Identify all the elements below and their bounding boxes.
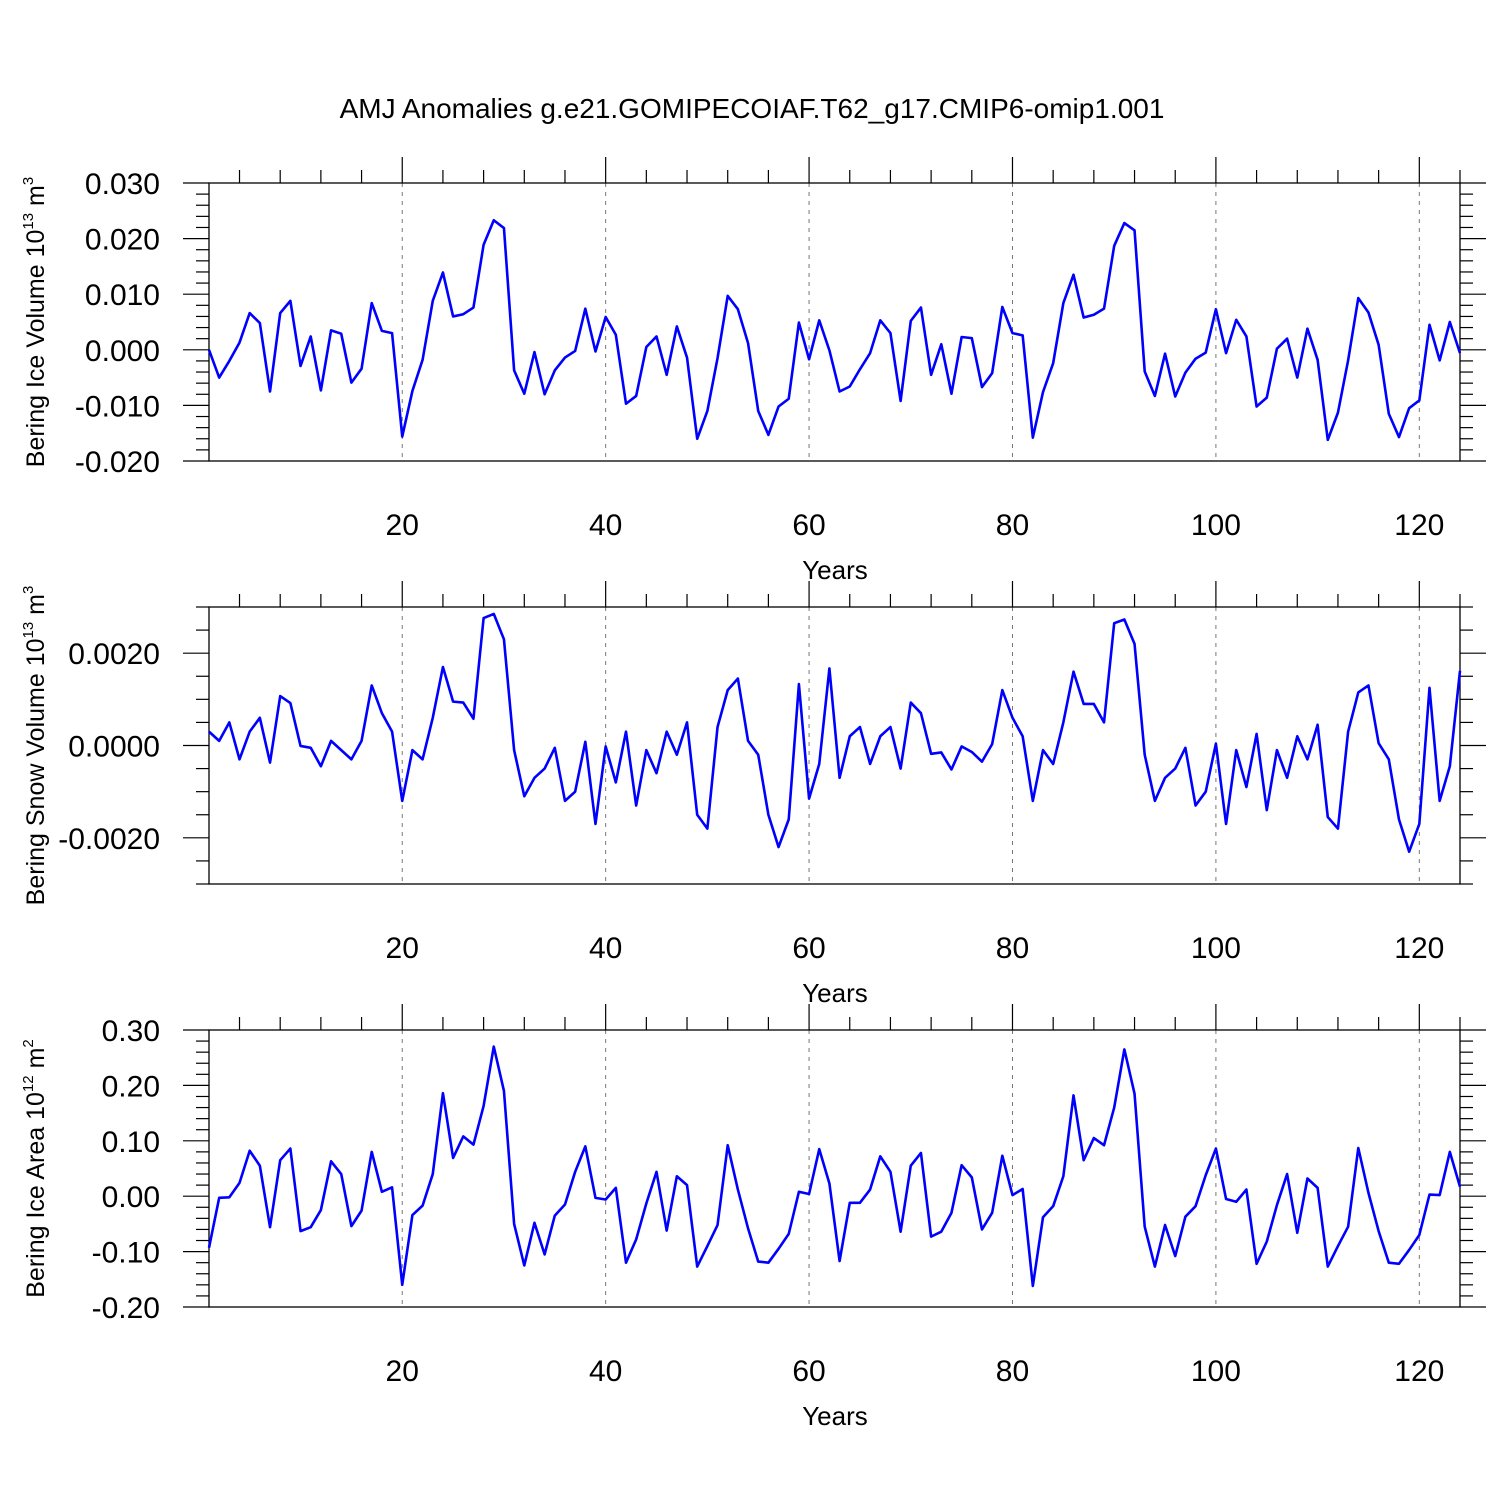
x-tick-label: 60 <box>792 932 825 965</box>
x-tick-label: 60 <box>792 1355 825 1388</box>
x-tick-label: 20 <box>386 509 419 542</box>
series-line <box>208 612 1462 853</box>
plot-frame <box>208 606 1461 885</box>
panel-3: 20 40 60 80 100 120 Years -0.20 -0.10 0.00 0.10 0.2… <box>20 1004 1486 1431</box>
x-tick-label: 40 <box>589 509 622 542</box>
panel-1: 20 40 60 80 100 120 Years -0.020 -0.010 0.000 0.01… <box>20 157 1486 585</box>
y-tick-label: 0.0020 <box>68 638 160 671</box>
x-tick-label: 120 <box>1394 1355 1444 1388</box>
x-tick-label: 120 <box>1394 932 1444 965</box>
y-tick-label: 0.020 <box>85 224 160 257</box>
series-line <box>207 1045 1462 1288</box>
y-axis-title: Bering Snow Volume 1013 m3 <box>20 586 50 906</box>
y-axis-title: Bering Ice Volume 1013 m3 <box>20 177 50 467</box>
plot-frame <box>208 1029 1461 1308</box>
series-line <box>207 218 1462 442</box>
y-tick-label: 0.00 <box>102 1181 160 1214</box>
x-tick-label: 80 <box>996 1355 1029 1388</box>
y-tick-label: -0.010 <box>75 390 160 423</box>
y-tick-label: 0.10 <box>102 1126 160 1159</box>
panel-2: 20 40 60 80 100 120 Years -0.0020 0.0000 0.0020 Be… <box>20 581 1486 1008</box>
y-tick-label: 0.030 <box>85 168 160 201</box>
y-tick-label: 0.20 <box>102 1070 160 1103</box>
x-tick-label: 80 <box>996 932 1029 965</box>
x-tick-label: 120 <box>1394 509 1444 542</box>
x-axis-title: Years <box>802 1401 868 1431</box>
x-tick-label: 20 <box>386 1355 419 1388</box>
plot-frame <box>208 182 1461 462</box>
y-tick-label: -0.20 <box>92 1292 160 1325</box>
y-tick-label: -0.10 <box>92 1237 160 1270</box>
y-tick-label: -0.0020 <box>58 823 160 856</box>
x-tick-label: 40 <box>589 932 622 965</box>
x-axis-title: Years <box>802 978 868 1008</box>
x-tick-label: 80 <box>996 509 1029 542</box>
y-tick-label: 0.010 <box>85 279 160 312</box>
y-tick-label: -0.020 <box>75 446 160 479</box>
y-tick-label: 0.000 <box>85 335 160 368</box>
x-axis-title: Years <box>802 555 868 585</box>
x-tick-label: 100 <box>1191 509 1241 542</box>
x-tick-label: 40 <box>589 1355 622 1388</box>
figure-title: AMJ Anomalies g.e21.GOMIPECOIAF.T62_g17.… <box>340 93 1165 124</box>
x-tick-label: 20 <box>386 932 419 965</box>
x-tick-label: 100 <box>1191 1355 1241 1388</box>
x-tick-label: 100 <box>1191 932 1241 965</box>
y-axis-title: Bering Ice Area 1012 m2 <box>20 1039 50 1298</box>
x-tick-label: 60 <box>792 509 825 542</box>
y-tick-label: 0.0000 <box>68 731 160 764</box>
y-tick-label: 0.30 <box>102 1015 160 1048</box>
